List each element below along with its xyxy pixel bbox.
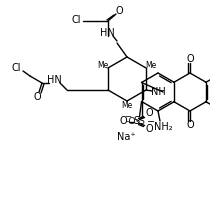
Text: O: O <box>33 92 41 102</box>
Text: -O₃S: -O₃S <box>126 117 146 126</box>
Text: Na⁺: Na⁺ <box>117 132 136 141</box>
Text: O: O <box>115 6 123 16</box>
Text: O: O <box>146 125 153 135</box>
Text: O: O <box>120 116 127 127</box>
Text: NH: NH <box>151 87 165 97</box>
Text: −: − <box>147 116 156 127</box>
Text: HN: HN <box>47 75 61 85</box>
Text: NH₂: NH₂ <box>154 122 172 132</box>
Text: Me: Me <box>97 60 109 69</box>
Text: O: O <box>146 108 153 118</box>
Text: Me: Me <box>146 60 157 69</box>
Text: −: − <box>124 112 131 121</box>
Text: Cl: Cl <box>11 63 21 73</box>
Text: O: O <box>186 54 194 64</box>
Text: HN: HN <box>100 28 114 38</box>
Text: S: S <box>134 116 140 127</box>
Text: O: O <box>186 120 194 130</box>
Text: Cl: Cl <box>71 15 81 25</box>
Text: Me: Me <box>121 101 133 110</box>
